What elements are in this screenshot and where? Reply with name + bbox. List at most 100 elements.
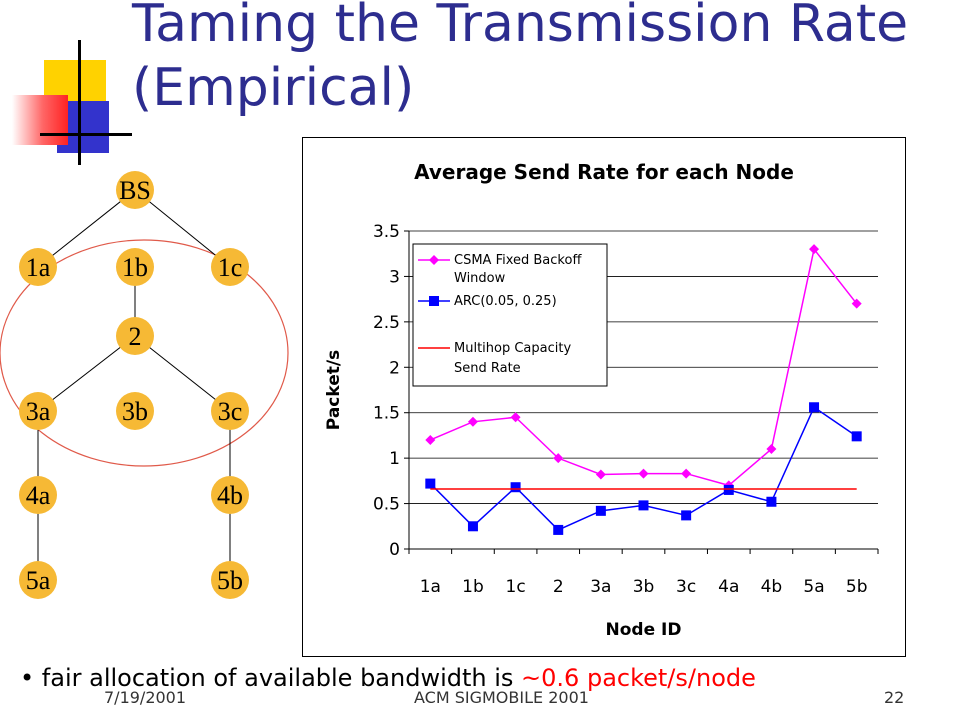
- slide-title-line1: Taming the Transmission Rate: [132, 0, 909, 54]
- tree-node-label: 3c: [218, 397, 243, 426]
- data-point: [681, 510, 692, 521]
- tree-node-label: 5b: [217, 566, 243, 595]
- bullet-text: fair allocation of available bandwidth i…: [41, 664, 522, 692]
- y-tick-label: 3: [389, 267, 400, 287]
- y-tick-label: 2: [389, 358, 400, 378]
- tree-node-label: 4a: [26, 481, 51, 510]
- data-point: [510, 482, 521, 493]
- slide-title-line2: (Empirical): [132, 58, 415, 118]
- x-tick-label: 5a: [803, 577, 824, 597]
- legend-entry-csma: CSMA Fixed Backoff Window: [418, 253, 582, 286]
- chart-title: Average Send Rate for each Node: [414, 160, 794, 184]
- tree-node-2: 2: [116, 317, 154, 355]
- tree-edge: [134, 335, 231, 412]
- tree-node-circle: [211, 476, 249, 514]
- data-point: [425, 478, 436, 489]
- y-tick-label: 0: [389, 540, 400, 560]
- data-point: [595, 469, 606, 480]
- tree-node-label: 4b: [217, 481, 243, 510]
- tree-node-label: 2: [129, 322, 142, 351]
- tree-edge: [37, 335, 136, 412]
- tree-node-label: 1a: [26, 253, 51, 282]
- legend-box: [412, 243, 608, 387]
- footer-page-number: 22: [884, 688, 905, 707]
- x-tick-label: 1a: [420, 577, 441, 597]
- x-tick-label: 3a: [590, 577, 611, 597]
- data-point: [595, 505, 606, 516]
- x-tick-label: 2: [553, 577, 564, 597]
- decor-horizontal-line: [40, 133, 132, 136]
- slide-title: Taming the Transmission Rate (Empirical): [132, 0, 952, 120]
- tree-node-3a: 3a: [19, 392, 57, 430]
- tree-node-label: 1c: [218, 253, 243, 282]
- tree-node-circle: [19, 248, 57, 286]
- tree-node-4b: 4b: [211, 476, 249, 514]
- data-point: [809, 244, 820, 255]
- legend-label: CSMA Fixed Backoff: [454, 253, 582, 268]
- data-point: [638, 500, 649, 511]
- legend-entry-arc: ARC(0.05, 0.25): [418, 294, 557, 309]
- x-tick-label: 4b: [761, 577, 783, 597]
- data-point: [467, 521, 478, 532]
- series-csma: [425, 244, 862, 491]
- tree-node-circle: [116, 317, 154, 355]
- x-tick-label: 1b: [462, 577, 484, 597]
- data-point: [809, 402, 820, 413]
- tree-node-5a: 5a: [19, 561, 57, 599]
- line-chart: 0 0.5 1 1.5 2 2.5 3 3.5 1a 1b 1c 2 3a 3b 3c 4a 4b 5a 5b Nod…: [324, 222, 879, 640]
- tree-node-circle: [211, 392, 249, 430]
- tree-node-label: 5a: [26, 566, 51, 595]
- tree-node-1c: 1c: [211, 248, 249, 286]
- tree-node-1b: 1b: [116, 248, 154, 286]
- tree-nodes: BS 1a 1b 1c 2 3a 3b 3c 4a 4b 5a 5b: [19, 171, 249, 599]
- x-tick-label: 4a: [718, 577, 739, 597]
- x-tick-label: 5b: [846, 577, 868, 597]
- tree-node-3c: 3c: [211, 392, 249, 430]
- data-point: [851, 431, 862, 442]
- y-tick-label: 3.5: [373, 222, 400, 242]
- legend-marker: [429, 296, 439, 306]
- legend-label: Send Rate: [454, 361, 521, 376]
- tree-node-4a: 4a: [19, 476, 57, 514]
- tree-node-circle: [116, 171, 154, 209]
- footer-conference: ACM SIGMOBILE 2001: [414, 688, 589, 707]
- y-tick-label: 0.5: [373, 495, 400, 515]
- tree-node-5b: 5b: [211, 561, 249, 599]
- tree-node-label: 3a: [26, 397, 51, 426]
- x-tick-label: 3c: [676, 577, 696, 597]
- decor-red-square: [12, 95, 68, 145]
- data-point: [681, 468, 692, 479]
- y-axis-label: Packet/s: [324, 350, 344, 430]
- tree-node-label: 1b: [122, 253, 148, 282]
- series-arc: [425, 402, 862, 535]
- tree-node-label: BS: [119, 176, 151, 205]
- tree-node-bs: BS: [116, 171, 154, 209]
- bullet-dot: •: [20, 664, 42, 692]
- data-point: [723, 484, 734, 495]
- network-tree: BS 1a 1b 1c 2 3a 3b 3c 4a 4b 5a 5b: [0, 171, 289, 599]
- bullet-note: • fair allocation of available bandwidth…: [20, 664, 756, 692]
- data-point: [638, 468, 649, 479]
- x-tick-label: 1c: [506, 577, 526, 597]
- tree-node-circle: [211, 561, 249, 599]
- tree-node-3b: 3b: [116, 392, 154, 430]
- legend-label: ARC(0.05, 0.25): [454, 294, 557, 309]
- bullet-highlight: ~0.6 packet/s/node: [521, 664, 756, 692]
- data-point: [467, 416, 478, 427]
- data-point: [766, 444, 777, 455]
- legend-entry-capacity: Multihop Capacity Send Rate: [418, 341, 571, 376]
- y-tick-label: 2.5: [373, 313, 400, 333]
- x-tick-label: 3b: [633, 577, 655, 597]
- tree-node-circle: [19, 561, 57, 599]
- tree-node-label: 3b: [122, 397, 148, 426]
- tree-node-circle: [19, 392, 57, 430]
- tree-node-circle: [19, 476, 57, 514]
- legend-label: Window: [454, 271, 506, 286]
- data-point: [553, 453, 564, 464]
- capacity-region-ellipse: [0, 239, 289, 467]
- data-point: [851, 298, 862, 309]
- y-tick-label: 1.5: [373, 404, 400, 424]
- tree-edge: [37, 189, 136, 268]
- tree-node-circle: [211, 248, 249, 286]
- y-tick-label: 1: [389, 449, 400, 469]
